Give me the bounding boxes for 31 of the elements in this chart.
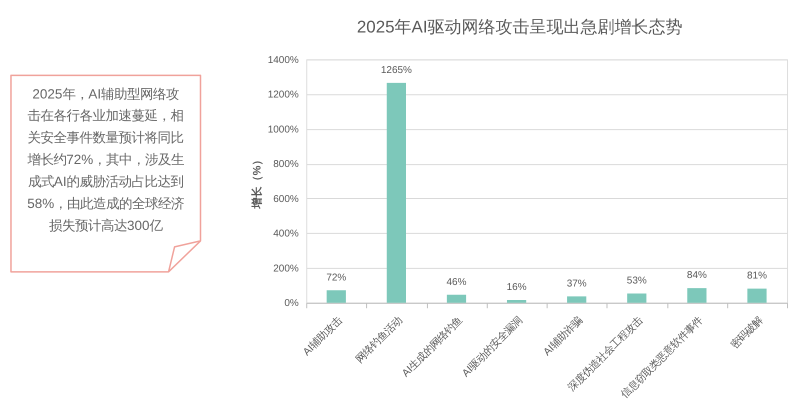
- bar: [687, 288, 706, 303]
- bar: [747, 288, 767, 303]
- y-tick-label: 200%: [273, 263, 299, 274]
- x-tick-label: AI辅助诈骗: [541, 314, 585, 358]
- y-tick-label: 1200%: [268, 90, 299, 101]
- bar: [627, 294, 646, 303]
- x-tick-label: AI辅助攻击: [300, 314, 345, 358]
- y-tick-label: 600%: [273, 194, 299, 205]
- data-label: 81%: [747, 270, 768, 282]
- text: 2025年，AI辅助型网络攻击在各行各业加速蔓延，相关安全事件数量预计将同比增长约72%，其中，涉及生成式AI的威胁活动占比达到58%，由此造成的全球经济损失预计高达300亿: [26, 86, 184, 233]
- chart-title: 2025年AI驱动网络攻击呈现出急剧增长态势: [356, 17, 683, 36]
- y-tick-label: 0%: [284, 298, 299, 310]
- y-tick-label: 1400%: [268, 54, 299, 66]
- data-label: 37%: [566, 278, 587, 290]
- data-label: 1265%: [380, 64, 412, 76]
- y-axis-title: 增长（%）: [250, 154, 264, 210]
- bar: [567, 296, 586, 303]
- data-label: 16%: [506, 282, 527, 293]
- data-label: 84%: [686, 270, 707, 282]
- x-tick-label: 网络钓鱼活动: [354, 314, 405, 366]
- y-tick-label: 400%: [273, 228, 299, 240]
- bar: [446, 294, 466, 303]
- data-label: 53%: [626, 276, 647, 287]
- data-label: 72%: [326, 272, 346, 284]
- y-tick-label: 1000%: [268, 124, 299, 136]
- bar: [386, 82, 406, 303]
- data-label: 46%: [446, 276, 467, 288]
- bar: [326, 290, 346, 303]
- y-tick-label: 800%: [273, 159, 299, 170]
- x-tick-label: 密码破解: [728, 314, 766, 352]
- bar: [506, 300, 526, 303]
